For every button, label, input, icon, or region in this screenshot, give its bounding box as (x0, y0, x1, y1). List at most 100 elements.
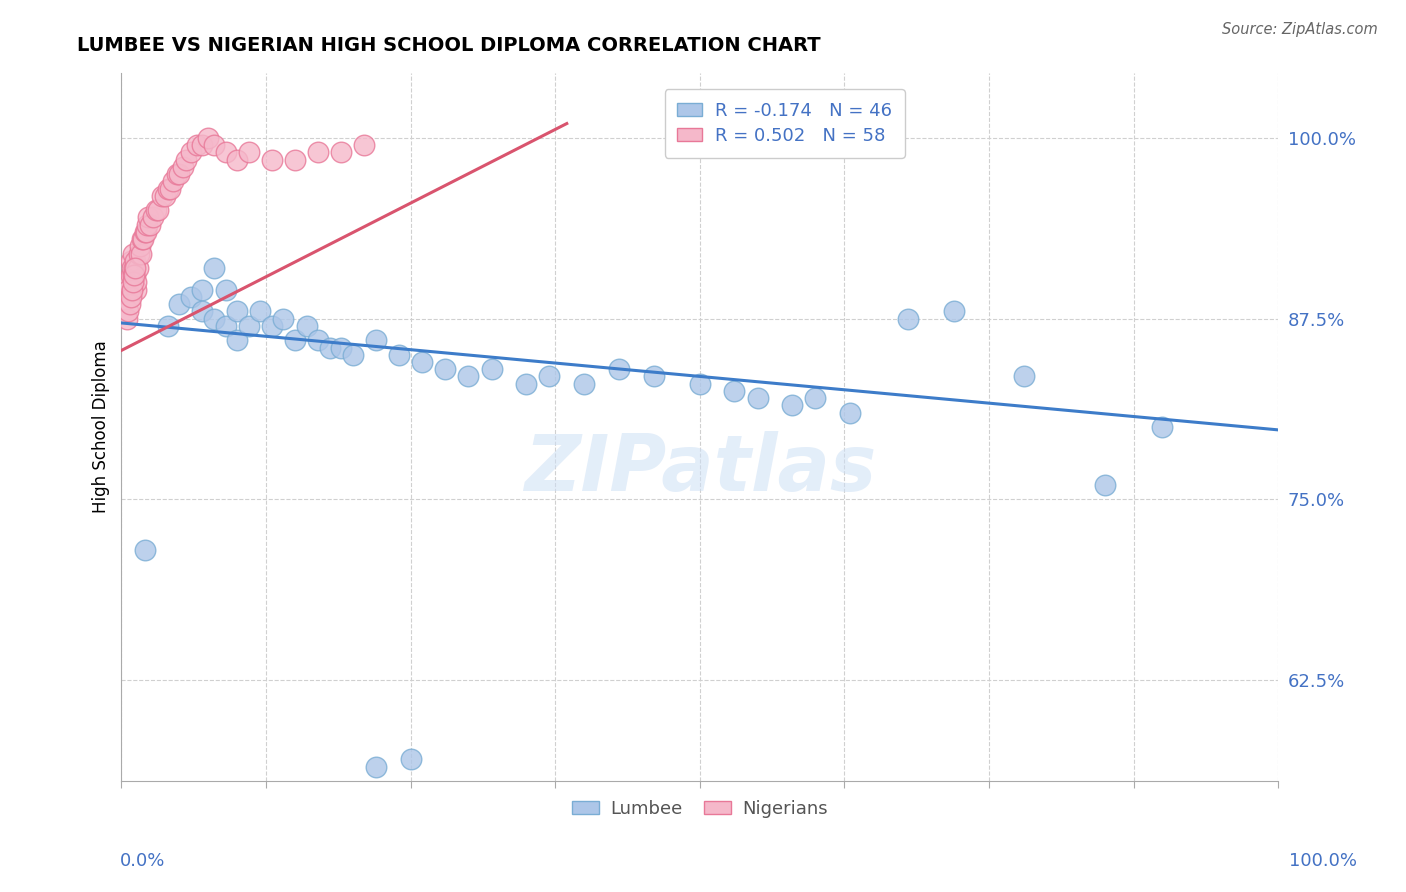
Point (134, 225, 156, 239)
Point (142, 211, 165, 225)
Point (121, 283, 143, 297)
Point (135, 218, 157, 232)
Point (124, 260, 146, 275)
Point (353, 138, 375, 153)
Point (122, 268, 145, 283)
Text: 100.0%: 100.0% (1289, 852, 1357, 870)
Point (121, 283, 143, 297)
Legend: Lumbee, Nigerians: Lumbee, Nigerians (565, 793, 835, 825)
Point (330, 145, 353, 160)
Point (804, 391, 827, 405)
Point (238, 145, 260, 160)
Point (191, 138, 214, 153)
Point (723, 384, 745, 398)
Point (260, 153, 283, 167)
Point (180, 290, 202, 304)
Point (202, 260, 225, 275)
Point (132, 232, 155, 246)
Point (159, 181, 181, 195)
Point (191, 283, 214, 297)
Text: Source: ZipAtlas.com: Source: ZipAtlas.com (1222, 22, 1378, 37)
Point (307, 145, 329, 160)
Point (122, 246, 145, 260)
Text: 0.0%: 0.0% (120, 852, 165, 870)
Point (457, 369, 479, 384)
Point (117, 283, 139, 297)
Point (118, 297, 141, 311)
Point (214, 318, 236, 333)
Point (191, 304, 214, 318)
Point (897, 311, 920, 326)
Point (118, 290, 141, 304)
Point (124, 268, 146, 283)
Point (172, 160, 194, 174)
Point (122, 268, 145, 283)
Point (364, 333, 387, 347)
Point (120, 268, 142, 283)
Point (388, 348, 411, 362)
Point (330, 341, 353, 355)
Text: LUMBEE VS NIGERIAN HIGH SCHOOL DIPLOMA CORRELATION CHART: LUMBEE VS NIGERIAN HIGH SCHOOL DIPLOMA C… (77, 36, 821, 54)
Point (782, 398, 804, 412)
Point (125, 283, 148, 297)
Point (284, 333, 307, 347)
Point (131, 232, 153, 246)
Point (115, 311, 138, 326)
Point (174, 153, 197, 167)
Point (122, 276, 145, 290)
Point (202, 138, 225, 153)
Point (122, 260, 145, 275)
Point (284, 153, 307, 167)
Point (166, 167, 188, 181)
Point (150, 189, 173, 203)
Point (689, 376, 711, 391)
Point (169, 297, 191, 311)
Point (318, 341, 340, 355)
Point (135, 225, 157, 239)
Point (1094, 477, 1116, 491)
Point (124, 253, 146, 268)
Point (1012, 369, 1035, 384)
Point (180, 145, 202, 160)
Point (169, 167, 191, 181)
Point (121, 260, 143, 275)
Point (481, 362, 503, 376)
Point (125, 276, 148, 290)
Point (156, 318, 179, 333)
Point (162, 174, 184, 188)
Point (643, 369, 665, 384)
Point (117, 304, 139, 318)
Point (747, 391, 769, 405)
Point (156, 181, 179, 195)
Point (145, 203, 167, 218)
Point (226, 304, 249, 318)
Point (538, 369, 561, 384)
Point (127, 260, 149, 275)
Point (139, 218, 162, 232)
Point (186, 138, 208, 153)
Point (148, 203, 170, 218)
Point (607, 362, 630, 376)
Point (129, 246, 152, 260)
Point (214, 283, 236, 297)
Point (202, 311, 225, 326)
Point (839, 405, 862, 419)
Text: ZIPatlas: ZIPatlas (523, 432, 876, 508)
Point (226, 153, 249, 167)
Point (128, 246, 150, 260)
Point (238, 318, 260, 333)
Point (129, 239, 152, 253)
Point (943, 304, 966, 318)
Point (434, 362, 457, 376)
Point (1152, 420, 1174, 434)
Point (273, 311, 295, 326)
Point (134, 542, 156, 557)
Point (411, 355, 433, 369)
Point (197, 131, 219, 145)
Point (120, 290, 142, 304)
Point (249, 304, 271, 318)
Point (260, 318, 283, 333)
Point (307, 333, 329, 347)
Point (399, 752, 422, 766)
Point (120, 253, 142, 268)
